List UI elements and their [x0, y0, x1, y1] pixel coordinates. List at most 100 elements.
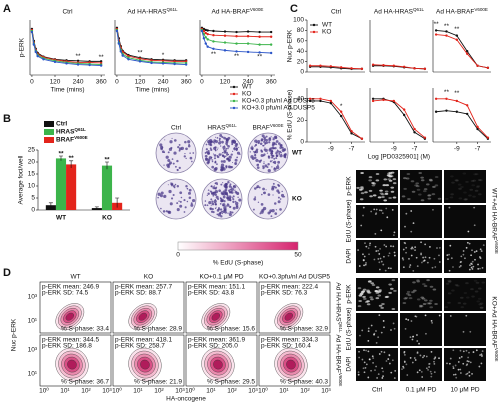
cell [416, 298, 421, 301]
colony [272, 194, 274, 196]
data-point [455, 110, 459, 113]
cell [467, 360, 470, 363]
x-tick-label: 10⁰ [258, 387, 268, 395]
cell [390, 329, 392, 331]
colony [215, 182, 217, 184]
colony [254, 196, 257, 198]
data-point [319, 99, 322, 103]
colony [271, 209, 275, 213]
colony [273, 143, 275, 145]
colony [229, 211, 232, 214]
cell [426, 302, 431, 305]
cell [449, 315, 452, 317]
cell [366, 290, 371, 293]
colony [163, 196, 165, 198]
cell [375, 330, 377, 332]
error-bar [115, 197, 120, 208]
legend-label: WT [242, 84, 252, 91]
colony [174, 186, 176, 189]
cell [383, 326, 385, 329]
colony [218, 153, 222, 156]
y-tick-label: 5 [31, 195, 35, 202]
cell [416, 188, 421, 191]
cell [471, 263, 473, 266]
cell [462, 253, 465, 256]
cell [425, 332, 427, 335]
micrograph [400, 240, 442, 273]
data-point [382, 98, 385, 102]
cell [385, 184, 390, 187]
colony [274, 186, 277, 189]
colony [277, 164, 279, 167]
colony [218, 141, 222, 145]
colony [204, 200, 207, 202]
cell [387, 254, 390, 257]
cell [360, 172, 364, 175]
data-point [413, 131, 416, 134]
cell [410, 254, 413, 257]
data-point [329, 99, 333, 103]
cell [359, 293, 363, 296]
data-point [476, 64, 479, 67]
plate-column-label: Ctrl [171, 125, 182, 132]
colony [217, 208, 221, 211]
cell [379, 257, 382, 260]
colony [272, 155, 274, 157]
cell [479, 179, 483, 182]
colony [228, 155, 232, 159]
cell [410, 320, 413, 322]
colony [264, 141, 268, 145]
cell [360, 224, 363, 227]
cell [368, 189, 373, 192]
cell [428, 256, 431, 259]
colony [221, 135, 224, 139]
cell [420, 176, 424, 179]
cell [424, 299, 428, 302]
cell [392, 178, 397, 181]
flow-mean: p-ERK mean: 246.9 [42, 284, 99, 291]
cell [407, 319, 410, 321]
cell [404, 327, 407, 330]
cell [365, 245, 368, 248]
colony [184, 140, 187, 144]
cell [420, 370, 423, 373]
panel-label: A [3, 3, 11, 15]
data-point [204, 36, 207, 39]
cell [471, 268, 474, 270]
plate-column-label: HRASQ61L [207, 123, 237, 132]
colony [215, 186, 218, 189]
cell [459, 372, 462, 374]
cell [426, 261, 429, 264]
cell [377, 258, 380, 260]
colony-plate [201, 132, 243, 174]
colony [270, 215, 273, 218]
colorbar-title: % EdU (S-phase) [213, 260, 264, 267]
cell [410, 210, 413, 212]
colony [223, 200, 226, 203]
series-line [436, 34, 488, 69]
colony [165, 210, 168, 213]
cell [405, 251, 407, 254]
micrograph-bg [400, 240, 442, 273]
x-tick-label: 120 [135, 79, 146, 86]
colony [224, 188, 228, 192]
colony [254, 143, 258, 147]
colony [238, 198, 242, 202]
legend-marker [312, 23, 316, 27]
data-point [465, 50, 469, 53]
cell [479, 248, 482, 251]
colony [169, 140, 173, 144]
micrograph-column-label: 10 μM PD [450, 387, 479, 394]
cell [364, 191, 368, 194]
colony [159, 143, 163, 147]
cell [452, 266, 454, 268]
data-point [434, 33, 438, 36]
colony [160, 207, 162, 210]
x-axis-label: HA-oncogene [166, 396, 206, 403]
x-axis-label: Time (mins) [50, 87, 84, 94]
cell [478, 178, 482, 181]
cell [377, 249, 380, 252]
chart-title: Ctrl [331, 9, 342, 16]
cell [383, 351, 386, 354]
data-point [202, 29, 206, 33]
